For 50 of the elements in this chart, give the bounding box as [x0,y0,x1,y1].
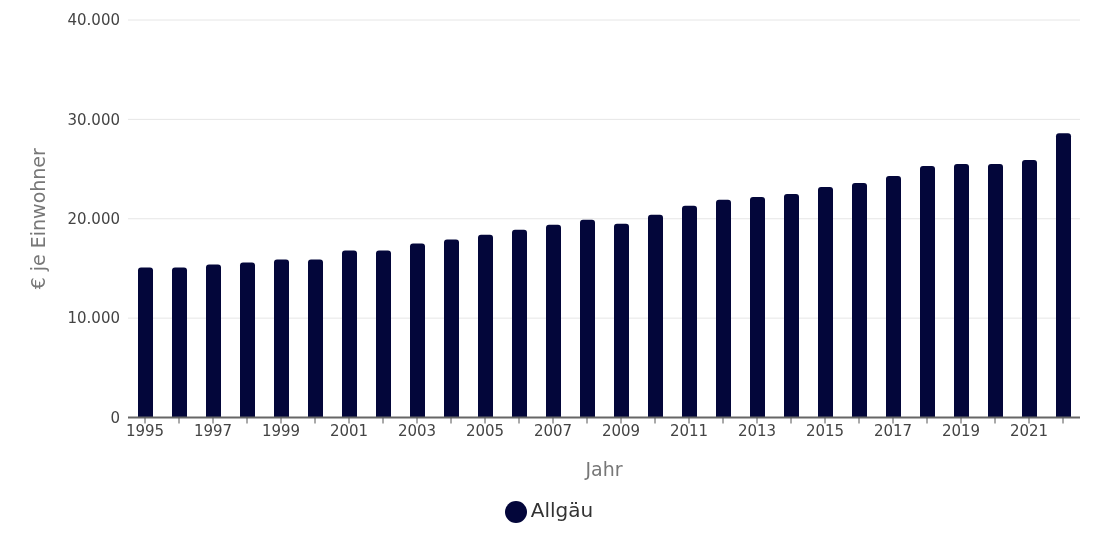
bar [818,186,833,418]
bar [342,250,357,418]
bar [648,214,663,418]
x-tick-label: 2017 [873,422,913,441]
bar [308,259,323,418]
bar [512,229,527,418]
x-tick-label: 2011 [669,422,709,441]
bar [580,219,595,418]
y-tick-label: 20.000 [67,210,120,229]
x-tick-label: 2005 [465,422,505,441]
x-tick-label: 2015 [805,422,845,441]
x-axis-title: Jahr [584,457,623,480]
bar [784,193,799,418]
bar [206,264,221,418]
y-tick-label: 40.000 [67,11,120,30]
bar [274,259,289,418]
bar [1056,133,1071,418]
x-tick-label: 2013 [737,422,777,441]
y-tick-label: 30.000 [67,110,120,129]
legend-label: Allgäu [530,497,594,522]
x-tick-label: 2021 [1009,422,1049,441]
bar [954,164,969,418]
x-tick-label: 2007 [533,422,573,441]
x-tick-label: 2019 [941,422,981,441]
x-tick-label: 1999 [261,422,301,441]
bar [750,196,765,418]
bar [886,176,901,418]
y-axis-title: € je Einwohner [26,147,49,290]
bar [614,223,629,418]
bar [1022,160,1037,418]
x-tick-label: 1997 [193,422,233,441]
bar [240,262,255,418]
bar [546,224,561,418]
x-tick-label: 2001 [329,422,369,441]
bar [682,205,697,418]
bar [920,166,935,418]
bar [138,267,153,418]
bar [376,250,391,418]
y-tick-label: 10.000 [67,309,120,328]
bar [478,234,493,418]
x-tick-label: 1995 [125,422,165,441]
y-tick-label: 0 [110,408,120,427]
x-tick-label: 2009 [601,422,641,441]
bar [410,243,425,418]
bar [172,267,187,418]
bar [444,239,459,418]
bar [988,164,1003,418]
bar [716,199,731,418]
x-tick-label: 2003 [397,422,437,441]
bar [852,182,867,418]
